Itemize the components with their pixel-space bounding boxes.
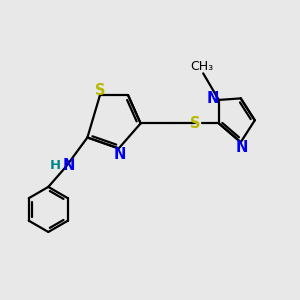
Text: N: N: [62, 158, 75, 173]
Text: H: H: [50, 159, 61, 172]
Text: CH₃: CH₃: [190, 60, 213, 73]
Text: S: S: [95, 83, 105, 98]
Text: S: S: [190, 116, 201, 131]
Text: N: N: [236, 140, 248, 155]
Text: N: N: [207, 91, 219, 106]
Text: N: N: [113, 147, 125, 162]
